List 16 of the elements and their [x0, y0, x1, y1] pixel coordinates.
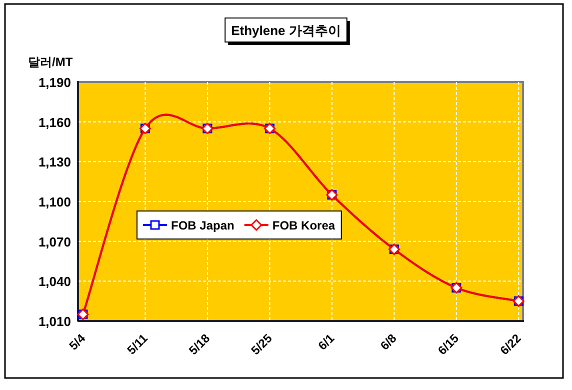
x-tick-label: 6/1 [315, 330, 338, 353]
legend-label: FOB Japan [171, 218, 234, 232]
y-tick-label: 1,100 [38, 194, 71, 210]
x-tick-label: 5/4 [66, 330, 88, 353]
y-tick-label: 1,130 [38, 154, 71, 170]
x-tick-label: 6/8 [378, 330, 400, 353]
y-tick-label: 1,010 [38, 314, 71, 329]
y-tick-label: 1,070 [38, 234, 71, 250]
y-tick-label: 1,190 [38, 75, 71, 90]
chart-title: Ethylene 가격추이 [231, 23, 341, 38]
x-tick-label: 6/22 [497, 330, 524, 358]
legend-label: FOB Korea [272, 218, 336, 232]
y-tick-label: 1,040 [38, 274, 71, 290]
x-tick-label: 5/11 [124, 331, 151, 358]
y-axis-title: 달러/MT [28, 55, 74, 69]
y-tick-label: 1,160 [38, 114, 71, 130]
